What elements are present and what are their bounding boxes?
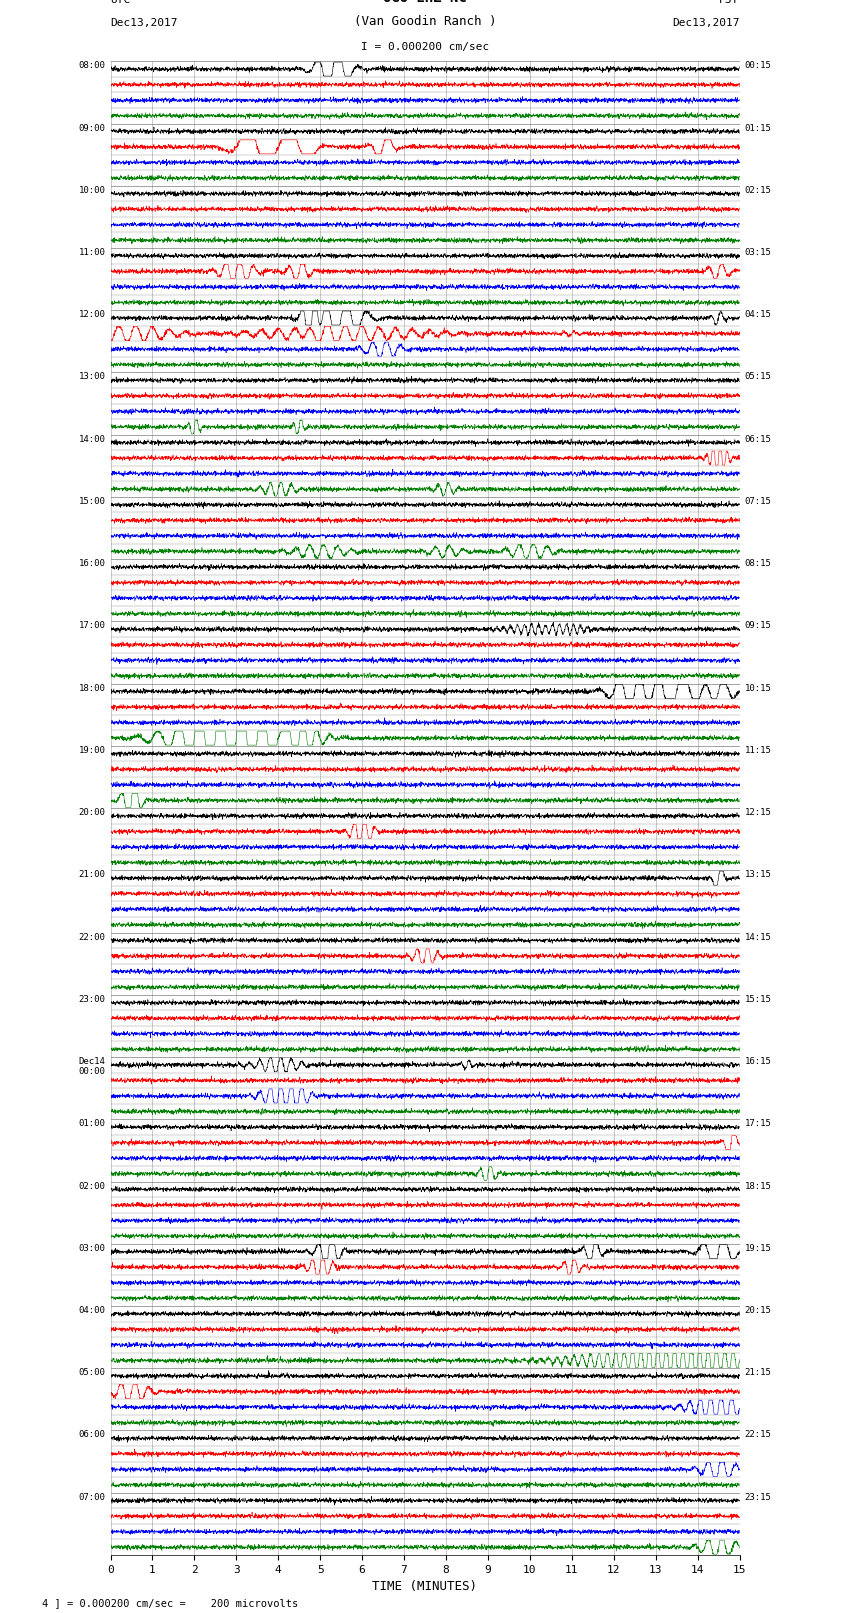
Text: (Van Goodin Ranch ): (Van Goodin Ranch ) (354, 16, 496, 29)
Text: OGO EHZ NC: OGO EHZ NC (383, 0, 467, 5)
Text: 02:15: 02:15 (745, 185, 772, 195)
Text: 17:00: 17:00 (78, 621, 105, 631)
Text: 19:15: 19:15 (745, 1244, 772, 1253)
Text: 07:00: 07:00 (78, 1492, 105, 1502)
X-axis label: TIME (MINUTES): TIME (MINUTES) (372, 1581, 478, 1594)
Text: 05:15: 05:15 (745, 373, 772, 381)
Text: 10:15: 10:15 (745, 684, 772, 692)
Text: 14:15: 14:15 (745, 932, 772, 942)
Text: 09:00: 09:00 (78, 124, 105, 132)
Text: 08:00: 08:00 (78, 61, 105, 71)
Text: 20:15: 20:15 (745, 1307, 772, 1315)
Text: 00:15: 00:15 (745, 61, 772, 71)
Text: 15:15: 15:15 (745, 995, 772, 1003)
Text: 09:15: 09:15 (745, 621, 772, 631)
Text: 05:00: 05:00 (78, 1368, 105, 1378)
Text: 02:00: 02:00 (78, 1181, 105, 1190)
Text: 15:00: 15:00 (78, 497, 105, 506)
Text: 20:00: 20:00 (78, 808, 105, 818)
Text: 16:15: 16:15 (745, 1057, 772, 1066)
Text: 11:15: 11:15 (745, 745, 772, 755)
Text: UTC: UTC (110, 0, 131, 5)
Text: 10:00: 10:00 (78, 185, 105, 195)
Text: 08:15: 08:15 (745, 560, 772, 568)
Text: Dec14
00:00: Dec14 00:00 (78, 1057, 105, 1076)
Text: I = 0.000200 cm/sec: I = 0.000200 cm/sec (361, 42, 489, 52)
Text: 17:15: 17:15 (745, 1119, 772, 1127)
Text: 22:15: 22:15 (745, 1431, 772, 1439)
Text: 18:00: 18:00 (78, 684, 105, 692)
Text: PST: PST (719, 0, 740, 5)
Text: 04:15: 04:15 (745, 310, 772, 319)
Text: 21:00: 21:00 (78, 871, 105, 879)
Text: 01:00: 01:00 (78, 1119, 105, 1127)
Text: 03:15: 03:15 (745, 248, 772, 256)
Text: 06:00: 06:00 (78, 1431, 105, 1439)
Text: 22:00: 22:00 (78, 932, 105, 942)
Text: 23:15: 23:15 (745, 1492, 772, 1502)
Text: 4 ] = 0.000200 cm/sec =    200 microvolts: 4 ] = 0.000200 cm/sec = 200 microvolts (42, 1598, 298, 1608)
Text: 06:15: 06:15 (745, 436, 772, 444)
Text: 14:00: 14:00 (78, 436, 105, 444)
Text: 07:15: 07:15 (745, 497, 772, 506)
Text: 12:00: 12:00 (78, 310, 105, 319)
Text: 04:00: 04:00 (78, 1307, 105, 1315)
Text: 16:00: 16:00 (78, 560, 105, 568)
Text: 13:15: 13:15 (745, 871, 772, 879)
Text: 18:15: 18:15 (745, 1181, 772, 1190)
Text: 13:00: 13:00 (78, 373, 105, 381)
Text: 12:15: 12:15 (745, 808, 772, 818)
Text: 01:15: 01:15 (745, 124, 772, 132)
Text: 23:00: 23:00 (78, 995, 105, 1003)
Text: Dec13,2017: Dec13,2017 (110, 18, 178, 29)
Text: 03:00: 03:00 (78, 1244, 105, 1253)
Text: 19:00: 19:00 (78, 745, 105, 755)
Text: Dec13,2017: Dec13,2017 (672, 18, 740, 29)
Text: 21:15: 21:15 (745, 1368, 772, 1378)
Text: 11:00: 11:00 (78, 248, 105, 256)
